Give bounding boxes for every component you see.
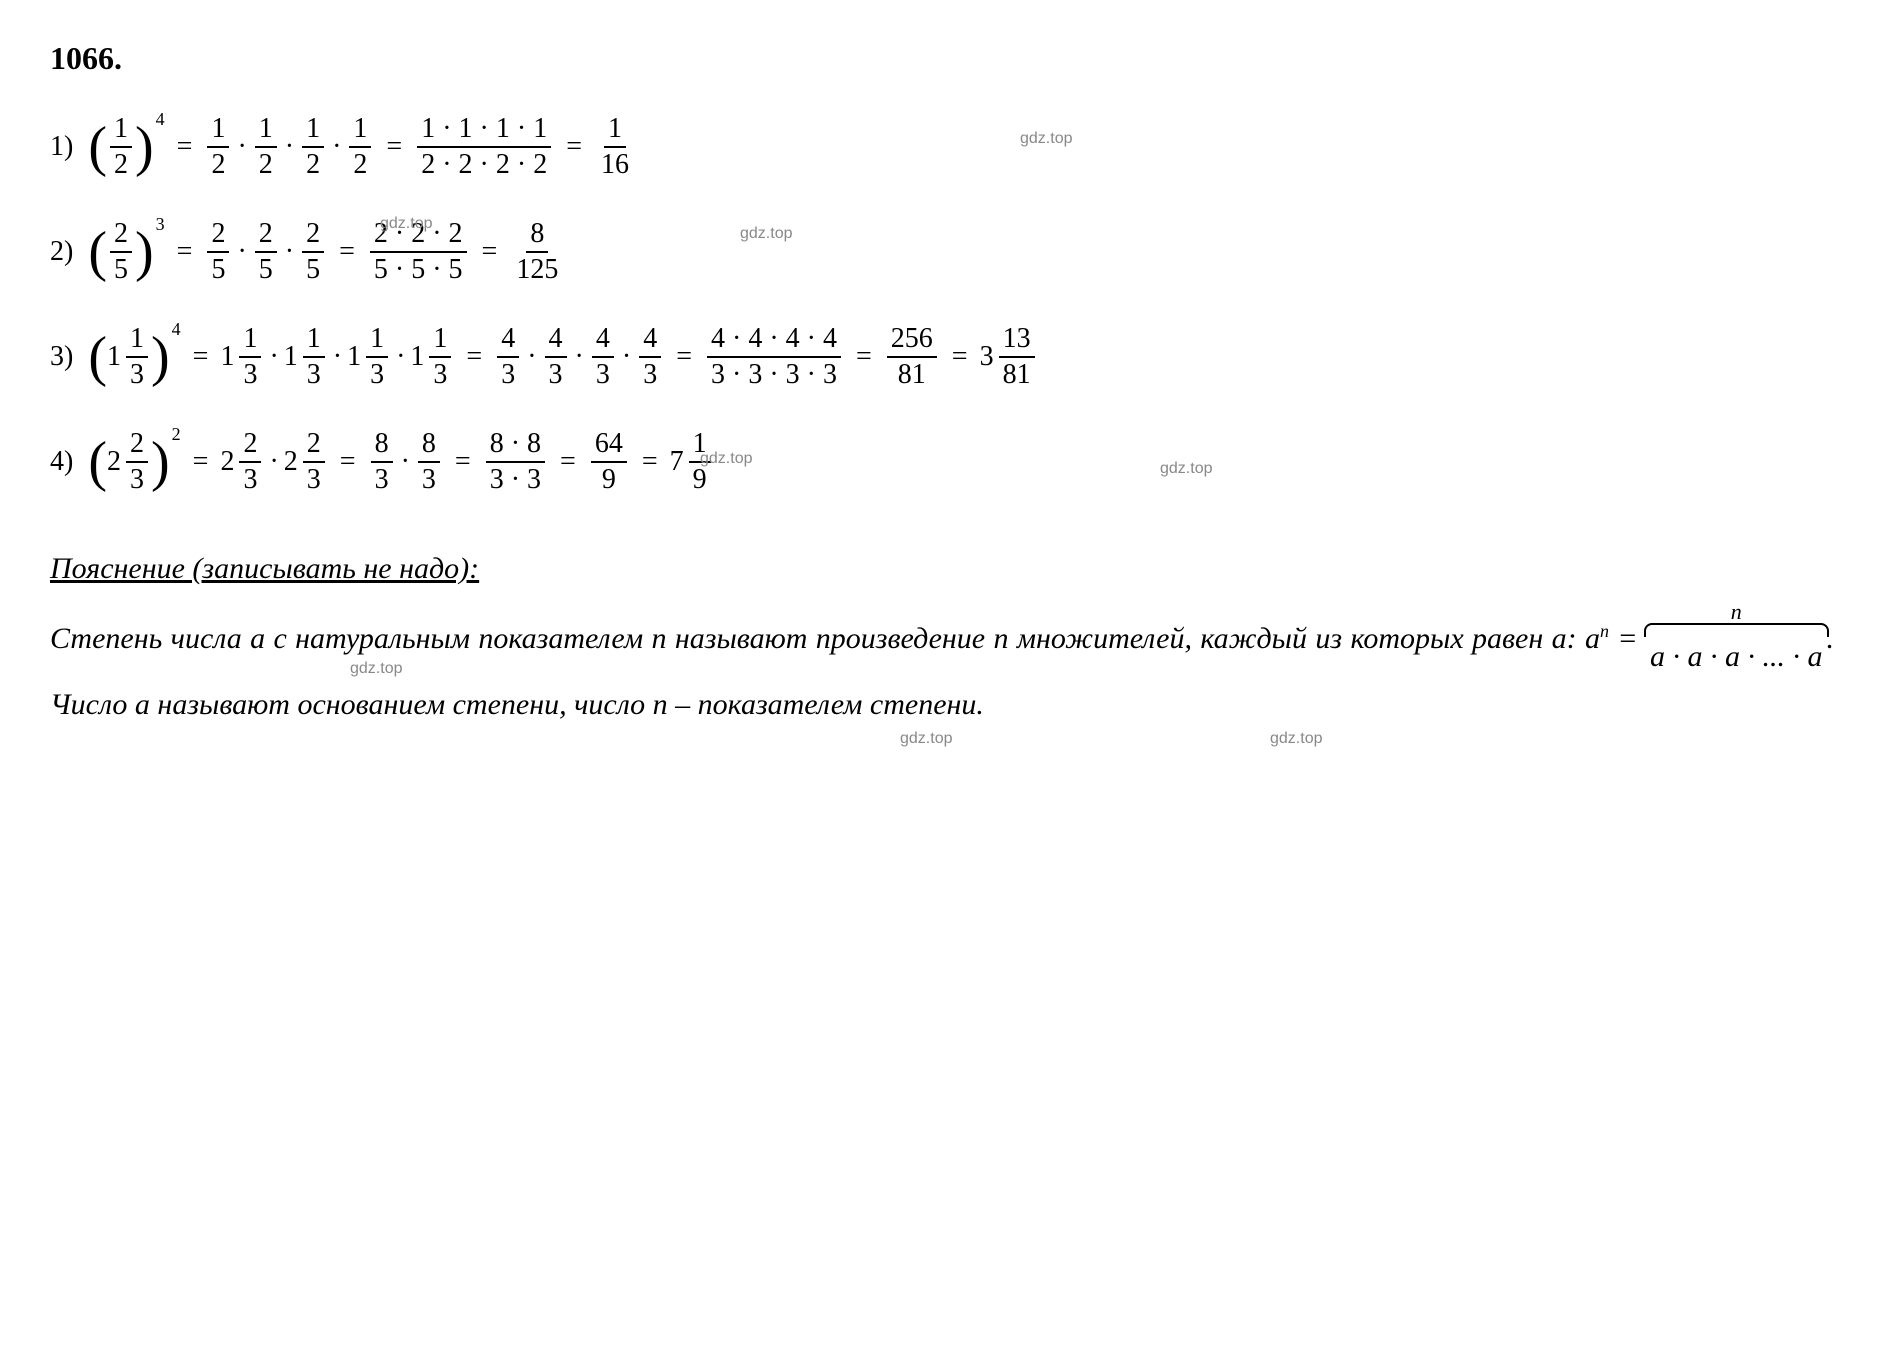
item-label: 2) <box>50 236 73 268</box>
product-denominator: 5 · 5 · 5 <box>370 253 467 287</box>
fraction-denominator: 3 <box>126 463 148 497</box>
equation-4: 4) ( 2 2 3 ) 2 = 223· 223 = 83· 83 = 8 ·… <box>50 422 1834 502</box>
fraction-denominator: 9 <box>689 463 711 497</box>
fraction-numerator: 1 <box>110 112 132 148</box>
watermark: gdz.top <box>1270 730 1322 748</box>
explanation-body: Степень числа а с натуральным показателе… <box>50 601 1834 729</box>
watermark: gdz.top <box>1160 460 1212 478</box>
fraction-denominator: 3 <box>126 358 148 392</box>
product-denominator: 3 · 3 · 3 · 3 <box>707 358 841 392</box>
fraction-numerator: 13 <box>999 322 1035 358</box>
watermark: gdz.top <box>700 450 752 468</box>
equation-1: 1) ( 1 2 ) 4 = 12· 12· 12· 12 = 1 · 1 · … <box>50 107 1834 187</box>
result-denominator: 81 <box>894 358 930 392</box>
watermark: gdz.top <box>740 225 792 243</box>
item-label: 1) <box>50 131 73 163</box>
fraction-numerator: 2 <box>110 217 132 253</box>
problem-number: 1066. <box>50 40 1834 77</box>
power-expression: ( 1 2 ) <box>88 112 153 181</box>
product-numerator: 8 · 8 <box>486 427 545 463</box>
equals: = <box>177 131 193 163</box>
mixed-whole: 7 <box>670 446 684 478</box>
watermark: gdz.top <box>350 660 402 678</box>
product-numerator: 4 · 4 · 4 · 4 <box>707 322 841 358</box>
overbrace-content: a · a · a · ... · a <box>1646 633 1827 681</box>
fraction-numerator: 1 <box>126 322 148 358</box>
exponent: 2 <box>172 424 181 445</box>
result-numerator: 256 <box>887 322 937 358</box>
fraction-numerator: 2 <box>126 427 148 463</box>
fraction-denominator: 81 <box>999 358 1035 392</box>
product-denominator: 2 · 2 · 2 · 2 <box>417 148 551 182</box>
exponent: 4 <box>172 319 181 340</box>
result-numerator: 64 <box>591 427 627 463</box>
exponent: 4 <box>156 109 165 130</box>
watermark: gdz.top <box>900 730 952 748</box>
formula-base: a <box>1585 622 1600 655</box>
fraction-denominator: 2 <box>110 148 132 182</box>
formula-exp: n <box>1600 621 1609 641</box>
result-denominator: 16 <box>597 148 633 182</box>
equation-3: 3) ( 1 1 3 ) 4 = 113· 113· 113· 113 = 43… <box>50 317 1834 397</box>
item-label: 4) <box>50 446 73 478</box>
exponent: 3 <box>156 214 165 235</box>
overbrace-label: n <box>1731 601 1742 623</box>
result-numerator: 8 <box>526 217 548 253</box>
left-paren: ( <box>88 119 107 175</box>
result-denominator: 125 <box>512 253 562 287</box>
right-paren: ) <box>135 119 154 175</box>
mixed-whole: 1 <box>107 341 121 373</box>
product-numerator: 1 · 1 · 1 · 1 <box>417 112 551 148</box>
explanation-header: Пояснение (записывать не надо): <box>50 552 1834 586</box>
result-denominator: 9 <box>598 463 620 497</box>
item-label: 3) <box>50 341 73 373</box>
watermark: gdz.top <box>1020 130 1072 148</box>
fraction-denominator: 5 <box>110 253 132 287</box>
mixed-whole: 2 <box>107 446 121 478</box>
product-denominator: 3 · 3 <box>486 463 545 497</box>
equation-2: 2) ( 2 5 ) 3 = 25· 25· 25 = 2 · 2 · 2 5 … <box>50 212 1834 292</box>
overbrace-expression: n a · a · a · ... · a <box>1646 601 1827 681</box>
explanation-part1: Степень числа а с натуральным показателе… <box>50 622 1585 655</box>
mixed-whole: 3 <box>980 341 994 373</box>
result-numerator: 1 <box>604 112 626 148</box>
watermark: gdz.top <box>380 215 432 233</box>
